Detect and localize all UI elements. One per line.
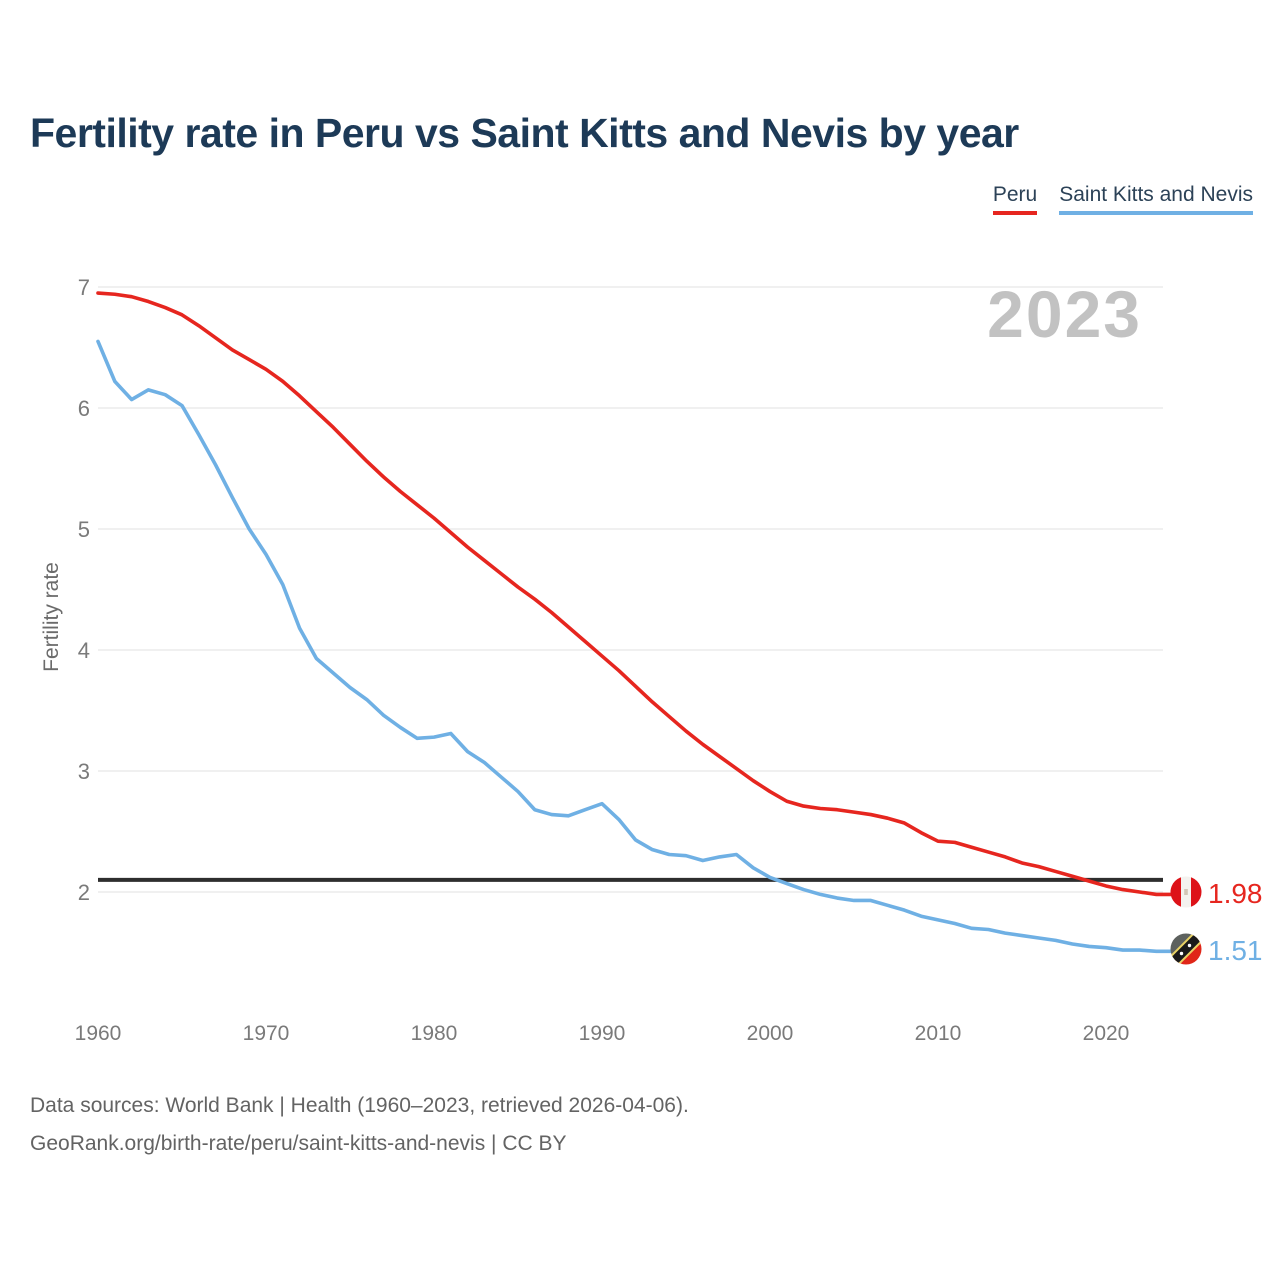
y-tick-label-3: 3 bbox=[78, 759, 90, 784]
x-tick-label-1980: 1980 bbox=[411, 1022, 458, 1045]
x-tick-label-1990: 1990 bbox=[579, 1022, 626, 1045]
series-end-label-saint-kitts-and-nevis: 1.51 bbox=[1170, 933, 1263, 970]
page-title: Fertility rate in Peru vs Saint Kitts an… bbox=[30, 110, 1019, 156]
y-axis-label: Fertility rate bbox=[40, 562, 63, 672]
peru-end-value: 1.98 bbox=[1208, 878, 1263, 909]
x-tick-label-1960: 1960 bbox=[75, 1022, 122, 1045]
attribution-line: GeoRank.org/birth-rate/peru/saint-kitts-… bbox=[30, 1132, 567, 1155]
series-end-label-peru: 1.98 bbox=[1170, 876, 1263, 913]
footer: Data sources: World Bank | Health (1960–… bbox=[30, 1087, 1130, 1163]
series-line-saint-kitts-and-nevis bbox=[96, 339, 1173, 954]
data-sources-line: Data sources: World Bank | Health (1960–… bbox=[30, 1094, 689, 1117]
y-tick-label-2: 2 bbox=[78, 880, 90, 905]
x-tick-label-1970: 1970 bbox=[243, 1022, 290, 1045]
legend: Peru Saint Kitts and Nevis bbox=[992, 183, 1253, 216]
y-tick-label-6: 6 bbox=[78, 396, 90, 421]
series-line-peru bbox=[96, 291, 1173, 897]
legend-item-peru[interactable]: Peru bbox=[992, 183, 1038, 216]
x-tick-label-2010: 2010 bbox=[915, 1022, 962, 1045]
peru-flag-icon bbox=[1170, 876, 1202, 913]
legend-item-saint-kitts-and-nevis[interactable]: Saint Kitts and Nevis bbox=[1059, 183, 1253, 216]
x-tick-label-2000: 2000 bbox=[747, 1022, 794, 1045]
year-watermark: 2023 bbox=[987, 277, 1142, 351]
y-tick-label-7: 7 bbox=[78, 275, 90, 300]
y-tick-label-4: 4 bbox=[78, 638, 90, 663]
saint-kitts-and-nevis-end-value: 1.51 bbox=[1208, 935, 1263, 966]
y-tick-label-5: 5 bbox=[78, 517, 90, 542]
x-tick-label-2020: 2020 bbox=[1083, 1022, 1130, 1045]
saint-kitts-and-nevis-flag-icon bbox=[1170, 933, 1202, 970]
